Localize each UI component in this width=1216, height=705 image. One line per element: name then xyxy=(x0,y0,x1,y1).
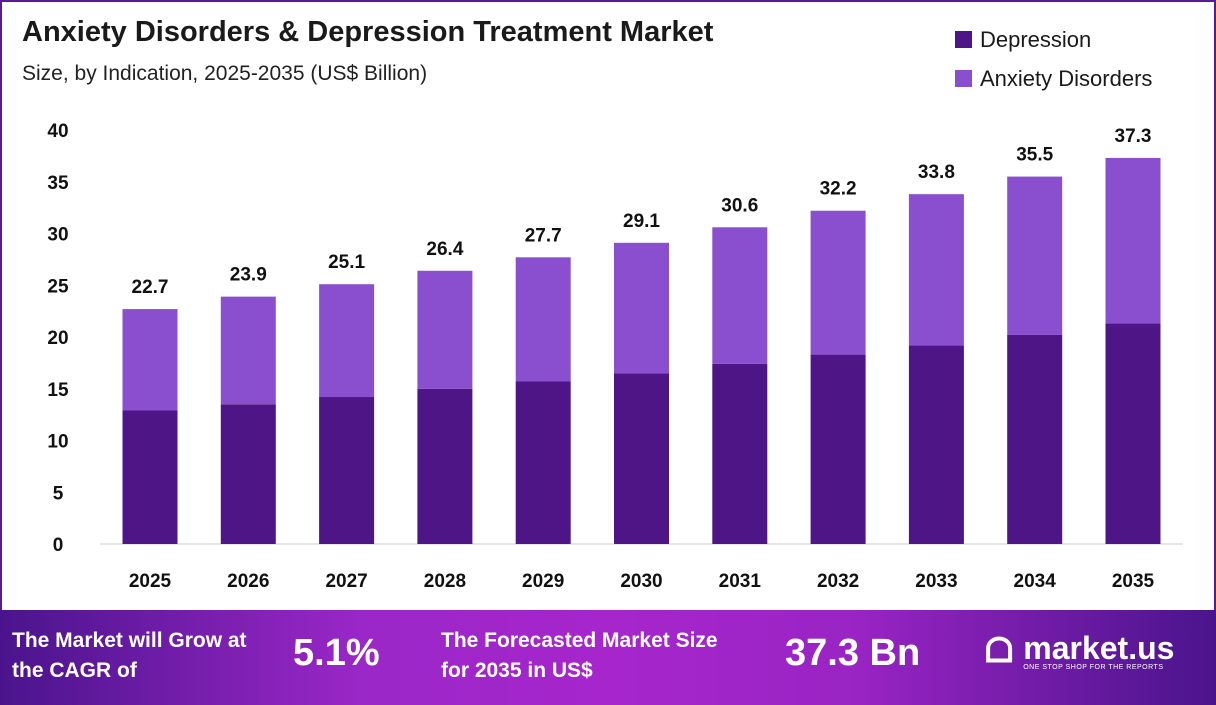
legend: Depression Anxiety Disorders xyxy=(955,20,1152,98)
bar-anxiety xyxy=(220,296,276,405)
bar-depression xyxy=(515,381,571,544)
y-tick-label: 0 xyxy=(53,535,64,556)
data-label-total: 26.4 xyxy=(426,239,463,260)
legend-label: Depression xyxy=(980,26,1092,52)
bar-anxiety xyxy=(515,257,571,382)
x-tick-label: 2029 xyxy=(522,571,564,592)
y-tick-label: 15 xyxy=(47,380,69,401)
x-tick-label: 2025 xyxy=(129,571,172,592)
forecast-label: The Forecasted Market Size for 2035 in U… xyxy=(441,629,718,682)
footer-banner: The Market will Grow at the CAGR of 5.1%… xyxy=(0,610,1216,705)
data-label-total: 23.9 xyxy=(230,265,267,286)
x-tick-label: 2028 xyxy=(424,571,466,592)
bar-depression xyxy=(614,373,669,544)
legend-label: Anxiety Disorders xyxy=(980,65,1153,91)
x-tick-label: 2032 xyxy=(817,571,859,592)
logo-name: market.us xyxy=(1023,630,1175,666)
bar-depression xyxy=(1007,334,1063,544)
bar-anxiety xyxy=(122,309,178,411)
bar-anxiety xyxy=(319,284,375,398)
bar-depression xyxy=(417,388,473,544)
logo-icon: ᗝ xyxy=(985,632,1014,670)
data-label-total: 29.1 xyxy=(623,211,660,232)
y-tick-label: 20 xyxy=(47,328,68,349)
cagr-value: 5.1% xyxy=(293,632,380,674)
legend-swatch xyxy=(955,31,972,48)
y-tick-label: 35 xyxy=(47,173,69,194)
bar-anxiety xyxy=(1007,176,1063,335)
bar-depression xyxy=(1105,323,1161,544)
x-tick-label: 2031 xyxy=(719,571,762,592)
x-tick-label: 2035 xyxy=(1112,571,1155,592)
x-tick-label: 2026 xyxy=(227,571,269,592)
forecast-value: 37.3 Bn xyxy=(785,632,921,674)
y-tick-label: 40 xyxy=(47,121,68,142)
logo: ᗝ market.us ONE STOP SHOP FOR THE REPORT… xyxy=(985,632,1174,671)
bar-chart: 051015202530354022.7202523.9202625.12027… xyxy=(47,121,1183,592)
x-tick-label: 2033 xyxy=(915,571,957,592)
bar-depression xyxy=(319,397,375,544)
bar-anxiety xyxy=(1105,157,1161,324)
y-tick-label: 5 xyxy=(53,483,64,504)
cagr-label: The Market will Grow at the CAGR of xyxy=(12,629,247,682)
legend-item-anxiety: Anxiety Disorders xyxy=(955,59,1152,98)
data-label-total: 30.6 xyxy=(721,195,758,216)
legend-item-depression: Depression xyxy=(955,20,1152,59)
legend-swatch xyxy=(955,70,972,87)
bar-depression xyxy=(122,410,178,544)
bar-depression xyxy=(220,404,276,544)
bar-anxiety xyxy=(417,270,473,389)
bar-anxiety xyxy=(810,210,866,355)
chart-subtitle: Size, by Indication, 2025-2035 (US$ Bill… xyxy=(22,62,428,85)
data-label-total: 35.5 xyxy=(1016,145,1053,166)
data-label-total: 32.2 xyxy=(820,179,857,200)
data-label-total: 27.7 xyxy=(525,225,562,246)
chart-title: Anxiety Disorders & Depression Treatment… xyxy=(22,16,714,48)
data-label-total: 37.3 xyxy=(1115,126,1152,147)
bar-anxiety xyxy=(908,194,964,346)
bar-depression xyxy=(908,345,964,544)
bar-anxiety xyxy=(712,227,768,364)
x-tick-label: 2027 xyxy=(325,571,367,592)
x-tick-label: 2030 xyxy=(620,571,662,592)
data-label-total: 33.8 xyxy=(918,162,955,183)
bar-depression xyxy=(712,363,768,544)
data-label-total: 25.1 xyxy=(328,252,365,273)
logo-tagline: ONE STOP SHOP FOR THE REPORTS xyxy=(1023,664,1164,671)
y-tick-label: 10 xyxy=(47,432,68,453)
data-label-total: 22.7 xyxy=(132,277,169,298)
bar-depression xyxy=(810,354,866,544)
y-tick-label: 30 xyxy=(47,225,68,246)
x-tick-label: 2034 xyxy=(1014,571,1057,592)
y-tick-label: 25 xyxy=(47,276,69,297)
bar-anxiety xyxy=(614,242,669,374)
